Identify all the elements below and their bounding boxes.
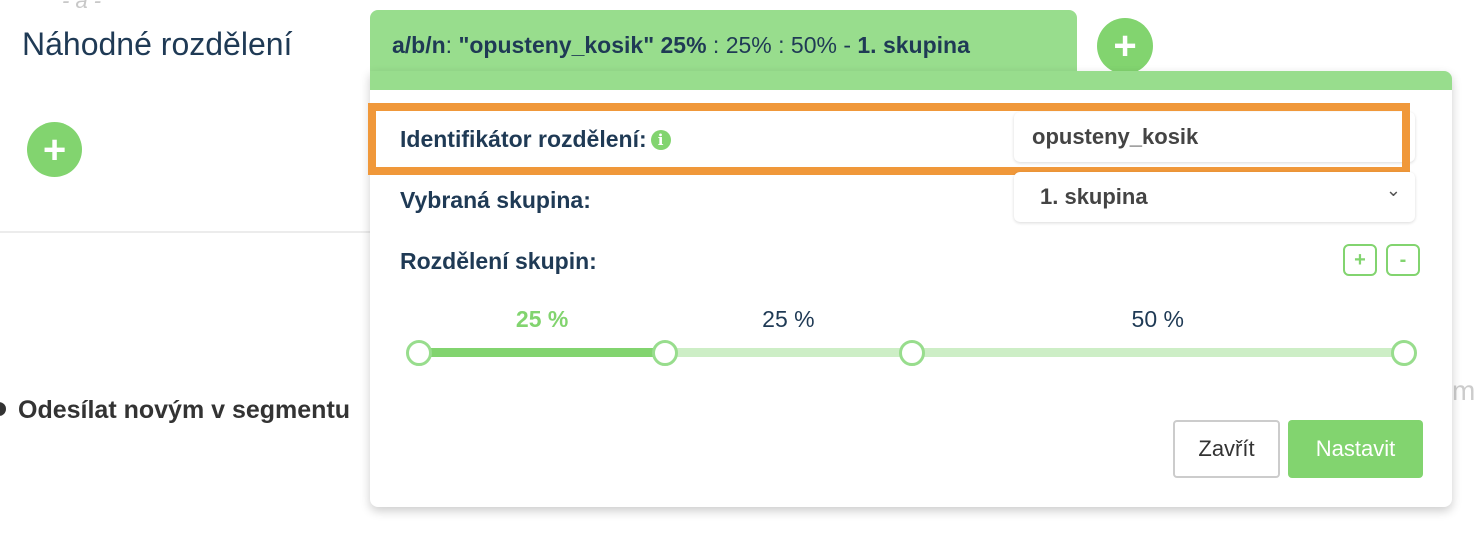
group-select[interactable]: 1. skupina ⌄	[1014, 172, 1415, 222]
split-percent-label: 25 %	[762, 306, 815, 332]
split-percent-label: 50 %	[1131, 306, 1184, 332]
slider-segment	[665, 348, 912, 357]
chevron-down-icon: ⌄	[1385, 180, 1401, 200]
add-group-button[interactable]: +	[1343, 244, 1377, 276]
divider	[0, 231, 372, 233]
background-text-fragment: m	[1452, 375, 1474, 406]
send-option-label: Odesílat novým v segmentu	[18, 396, 351, 424]
slider-handle[interactable]	[406, 340, 432, 366]
tab-prefix: a/b/n	[392, 32, 446, 58]
identifier-input[interactable]: opusteny_kosik	[1014, 112, 1415, 162]
tab-id: "opusteny_kosik" 25%	[458, 32, 707, 58]
plus-icon: +	[1113, 24, 1137, 68]
tab-ratios: : 25% : 50% -	[706, 32, 858, 58]
highlight-box	[368, 103, 1410, 175]
add-split-button[interactable]: +	[27, 122, 82, 177]
split-percent-label: 25 %	[515, 306, 569, 332]
slider-handle[interactable]	[652, 340, 679, 366]
selected-group-label: Vybraná skupina:	[400, 187, 591, 213]
identifier-label: Identifikátor rozdělení: i	[400, 126, 671, 153]
submit-button[interactable]: Nastavit	[1288, 420, 1423, 478]
close-button[interactable]: Zavřít	[1173, 420, 1280, 478]
slider-handle[interactable]	[1391, 340, 1417, 366]
page-title: Náhodné rozdělení	[22, 26, 293, 62]
slider-segment	[911, 348, 1404, 357]
radio-button[interactable]	[0, 402, 6, 416]
plus-icon: +	[42, 127, 67, 172]
group-split-label: Rozdělení skupin:	[400, 248, 597, 274]
remove-group-button[interactable]: -	[1386, 244, 1420, 276]
faint-label: - a -	[62, 0, 102, 13]
slider-segment	[419, 348, 666, 357]
tab-group: 1. skupina	[857, 32, 970, 58]
info-icon[interactable]: i	[650, 130, 671, 150]
add-tab-button[interactable]: +	[1097, 18, 1153, 74]
slider-handle[interactable]	[898, 340, 925, 366]
